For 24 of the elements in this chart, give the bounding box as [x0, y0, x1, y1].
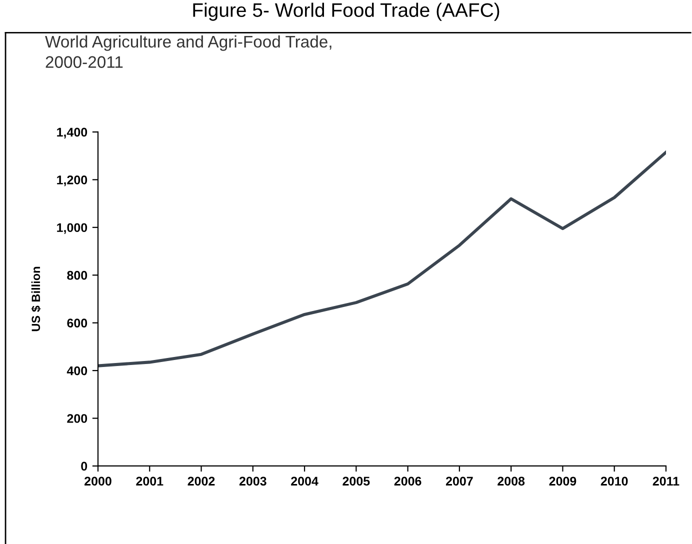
line-series: [98, 150, 666, 368]
y-tick-label: 0: [81, 462, 88, 471]
chart-title: Figure 5- World Food Trade (AAFC): [193, 2, 500, 21]
x-tick-label: 2008: [498, 476, 525, 486]
x-tick-label: 2000: [84, 476, 112, 486]
y-tick-label: 600: [67, 318, 88, 328]
chart-subtitle: World Agriculture and Agri-Food Trade, 2000-2011: [45, 35, 332, 68]
x-tick-label: 2009: [549, 476, 576, 486]
y-tick-label: 200: [67, 414, 88, 423]
y-axis-title: US $ Billion: [31, 266, 41, 332]
x-tick-label: 2011: [652, 476, 680, 486]
y-tick-label: 400: [66, 366, 88, 376]
x-tick-label: 2010: [600, 476, 628, 486]
x-tick-label: 2007: [446, 476, 473, 486]
x-tick-label: 2004: [291, 476, 318, 486]
x-tick-label: 2001: [136, 476, 164, 486]
y-tick-label: 800: [67, 270, 88, 280]
y-tick-label: 1,200: [57, 175, 88, 186]
x-tick-label: 2006: [394, 476, 422, 486]
y-tick-label: 1,000: [57, 223, 88, 234]
x-tick-label: 2003: [239, 476, 266, 486]
x-tick-label: 2005: [342, 476, 370, 486]
y-tick-label: 1,400: [57, 128, 88, 138]
x-tick-label: 2002: [188, 476, 215, 486]
